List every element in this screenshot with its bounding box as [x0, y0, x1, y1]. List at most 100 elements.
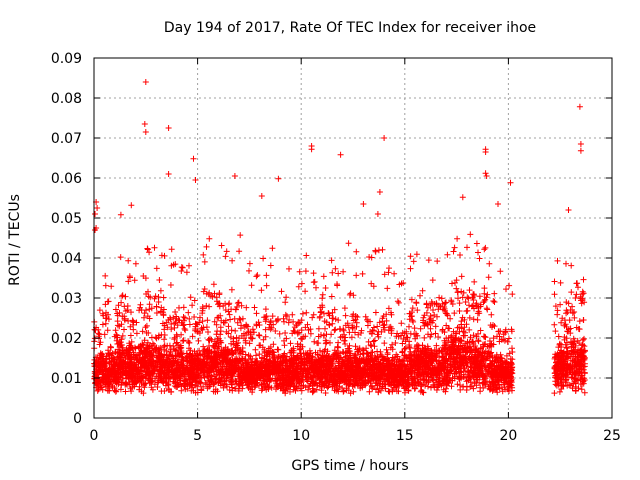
data-point	[149, 340, 156, 347]
data-point	[311, 338, 318, 345]
data-point	[139, 328, 146, 335]
data-point	[147, 374, 154, 381]
data-point	[331, 327, 338, 334]
data-point	[434, 258, 441, 265]
data-point	[486, 260, 493, 267]
data-point	[102, 301, 109, 308]
data-point	[429, 277, 436, 284]
data-point	[466, 287, 473, 294]
data-point	[206, 303, 213, 310]
data-point	[466, 314, 473, 321]
data-point	[276, 330, 283, 337]
data-point	[464, 307, 471, 314]
data-point	[101, 331, 108, 338]
data-point	[152, 375, 159, 382]
data-point	[232, 327, 239, 334]
data-point	[171, 324, 178, 331]
data-point	[326, 322, 333, 329]
data-point	[125, 278, 132, 285]
data-point	[149, 370, 155, 377]
data-point	[99, 359, 106, 365]
data-point	[146, 343, 153, 350]
data-point	[143, 372, 149, 379]
data-point	[180, 304, 187, 311]
data-point	[174, 359, 181, 366]
data-point	[255, 332, 262, 338]
data-point	[174, 339, 180, 346]
data-point	[127, 323, 134, 330]
data-point	[132, 345, 139, 352]
data-point	[172, 347, 179, 354]
data-point	[130, 381, 136, 388]
data-point	[229, 257, 236, 264]
data-point	[143, 307, 149, 314]
data-point	[141, 337, 148, 344]
data-point	[119, 293, 125, 300]
data-point	[160, 294, 167, 301]
data-point	[151, 244, 158, 251]
data-point	[121, 315, 128, 322]
data-point	[171, 380, 178, 387]
data-point	[131, 351, 137, 358]
data-point	[102, 361, 109, 367]
data-point	[119, 292, 126, 299]
data-point	[108, 283, 115, 290]
data-point	[122, 308, 129, 314]
data-point	[143, 322, 150, 329]
data-point	[310, 270, 317, 277]
data-point	[148, 353, 155, 360]
data-point	[254, 272, 261, 279]
data-point	[481, 285, 488, 292]
data-point	[146, 315, 153, 322]
data-point	[164, 369, 170, 376]
data-point	[128, 388, 135, 395]
data-point	[436, 294, 443, 301]
data-point	[124, 347, 131, 354]
data-point	[119, 363, 126, 370]
data-point	[126, 365, 133, 372]
data-point	[248, 282, 255, 289]
data-point	[410, 258, 417, 265]
data-point	[155, 299, 162, 305]
data-point	[121, 326, 127, 333]
data-point	[454, 235, 461, 242]
data-point	[372, 309, 379, 316]
data-point	[139, 374, 146, 381]
data-point	[161, 342, 168, 349]
data-point	[158, 304, 165, 311]
data-point	[467, 231, 474, 238]
data-point	[104, 327, 111, 334]
data-point	[142, 368, 149, 375]
data-point	[346, 291, 353, 298]
data-point	[253, 352, 259, 359]
data-point	[281, 342, 288, 349]
data-point	[384, 285, 391, 292]
data-point	[112, 306, 119, 313]
data-point	[353, 248, 360, 255]
data-point	[103, 356, 110, 363]
data-point	[173, 340, 180, 347]
data-point	[218, 242, 225, 249]
data-point	[108, 354, 115, 361]
data-point	[451, 310, 458, 317]
data-point	[131, 361, 138, 368]
data-point	[345, 240, 352, 247]
data-point	[149, 352, 156, 359]
data-point	[156, 277, 163, 283]
data-point	[157, 287, 164, 294]
data-point	[111, 385, 118, 391]
data-point	[226, 311, 233, 318]
data-point	[153, 310, 160, 316]
data-point	[289, 311, 296, 318]
data-point	[217, 328, 224, 335]
data-point	[237, 232, 244, 239]
data-point	[185, 309, 192, 316]
data-point	[119, 379, 126, 386]
data-point	[485, 274, 492, 281]
data-point	[296, 268, 303, 275]
data-point	[157, 374, 164, 381]
data-point	[407, 265, 414, 272]
data-point	[107, 343, 114, 350]
data-point	[438, 295, 445, 302]
